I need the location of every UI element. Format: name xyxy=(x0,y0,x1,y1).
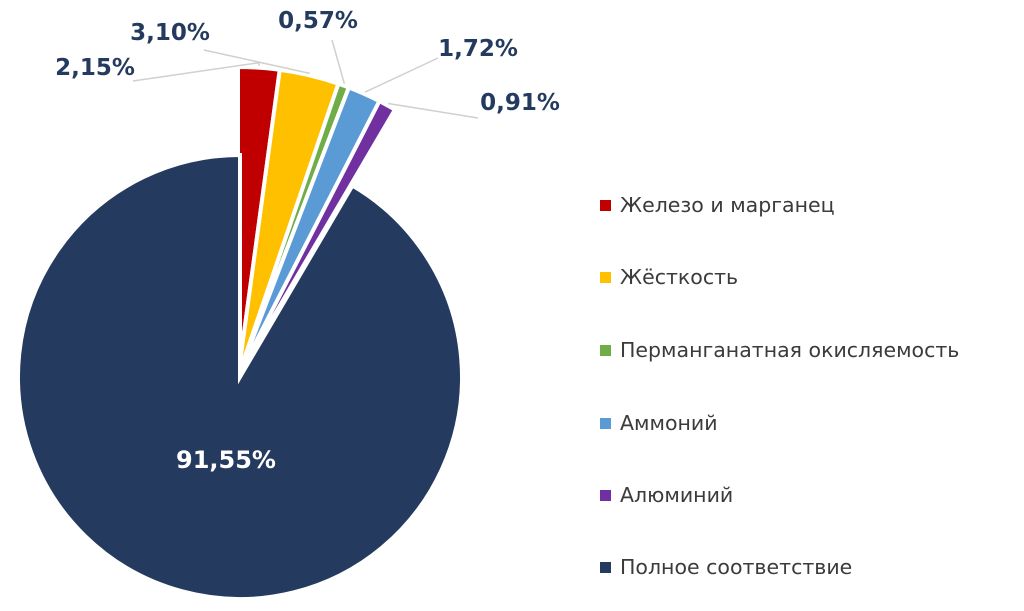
leader-line xyxy=(388,102,479,119)
legend-swatch xyxy=(600,417,611,429)
legend-swatch xyxy=(600,271,611,283)
data-label: 0,91% xyxy=(480,90,560,116)
legend-item: Алюминий xyxy=(600,480,733,510)
legend-swatch xyxy=(600,489,611,501)
legend-label: Перманганатная окисляемость xyxy=(620,338,960,362)
data-labels: 2,15% 3,10% 0,57% 1,72% 0,91% 91,55% xyxy=(55,8,560,474)
legend-label: Аммоний xyxy=(620,411,718,435)
pie-slices xyxy=(16,64,464,601)
data-label: 0,57% xyxy=(278,8,358,34)
legend-label: Полное соответствие xyxy=(620,555,853,579)
legend-item: Жёсткость xyxy=(600,262,738,292)
legend-swatch xyxy=(600,561,611,573)
legend-swatch xyxy=(600,344,611,356)
legend-item: Перманганатная окисляемость xyxy=(600,335,959,365)
leader-line xyxy=(203,49,311,75)
data-label: 2,15% xyxy=(55,55,135,81)
data-label: 3,10% xyxy=(130,20,210,46)
legend-item: Полное соответствие xyxy=(600,552,852,582)
data-label: 1,72% xyxy=(438,36,518,62)
leader-lines xyxy=(132,39,479,119)
legend-label: Алюминий xyxy=(620,483,734,507)
legend-label: Жёсткость xyxy=(620,265,739,289)
leader-line xyxy=(331,39,346,84)
leader-line xyxy=(364,57,439,93)
legend-item: Аммоний xyxy=(600,408,718,438)
data-label: 91,55% xyxy=(176,446,276,474)
pie-slice xyxy=(16,152,464,601)
legend-item: Железо и марганец xyxy=(600,190,835,220)
legend-swatch xyxy=(600,199,611,211)
legend-label: Железо и марганец xyxy=(620,193,835,217)
